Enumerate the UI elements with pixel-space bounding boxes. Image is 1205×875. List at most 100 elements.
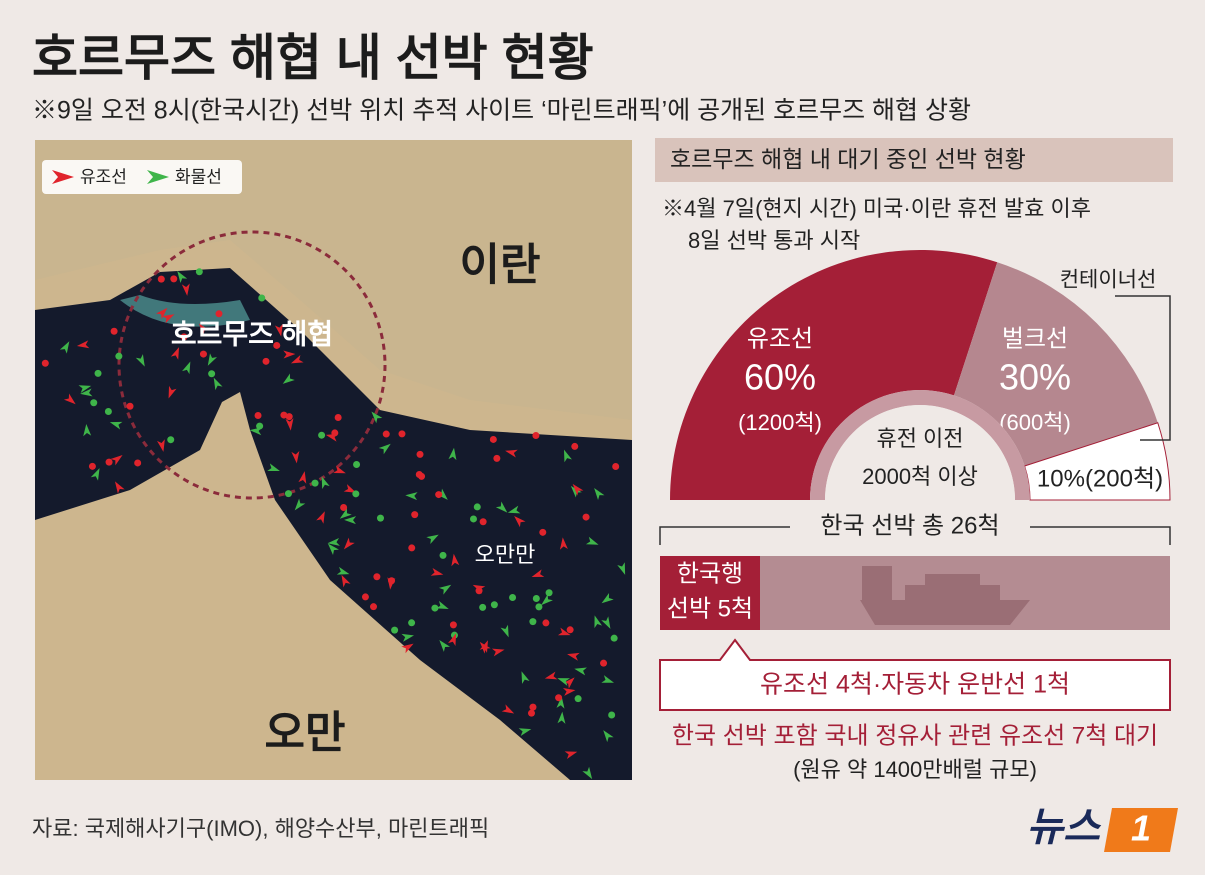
ship (571, 442, 579, 450)
ship (601, 616, 611, 629)
ship (333, 465, 346, 474)
ship (177, 270, 188, 284)
ship (94, 369, 102, 377)
ship (557, 627, 571, 636)
ship (249, 427, 262, 436)
legend-label: 화물선 (175, 167, 222, 186)
ship (401, 633, 415, 642)
iran-land (35, 140, 632, 420)
ship (521, 671, 530, 684)
ship (134, 459, 142, 467)
ship (180, 333, 188, 341)
ship (493, 454, 501, 462)
ship (439, 584, 452, 595)
ship (325, 433, 339, 442)
segment-count: (600척) (999, 410, 1071, 435)
semi-donut: 유조선 60% (1200척) 벌크선 30% (600척) 컨테이너선 10%(200척) (670, 249, 1171, 501)
ship (370, 603, 378, 611)
ship (181, 283, 190, 296)
ship (564, 751, 578, 760)
ship (105, 458, 113, 466)
map-label: 오만만 (475, 542, 536, 567)
ship (311, 479, 319, 487)
ship (110, 454, 123, 466)
ship (527, 709, 535, 717)
ship (110, 327, 118, 335)
ship (490, 601, 498, 609)
ship (104, 408, 112, 416)
ship (436, 600, 449, 610)
ship (208, 370, 216, 378)
ship (88, 462, 96, 470)
ship (168, 385, 177, 399)
ship (274, 323, 283, 337)
ship-icon (860, 566, 1030, 625)
ship (401, 643, 414, 654)
ship (280, 411, 288, 419)
ship (199, 350, 207, 358)
ship (439, 551, 447, 559)
ship (398, 430, 406, 438)
ship (469, 515, 477, 523)
ship (507, 505, 521, 514)
ship (334, 413, 342, 421)
ship (439, 640, 451, 652)
ship (411, 511, 419, 519)
logo-mark: 1 (1131, 808, 1151, 849)
ship (387, 577, 396, 590)
ship (343, 537, 355, 550)
panel-heading-box (655, 138, 1173, 182)
segment-name: 컨테이너선 (1060, 269, 1157, 292)
ship (416, 450, 424, 458)
ship (213, 377, 223, 391)
ship (341, 574, 351, 588)
bracket (1030, 526, 1171, 545)
strait-circle (117, 230, 387, 500)
ship (572, 483, 584, 496)
ship (610, 634, 618, 642)
ship (542, 619, 550, 627)
ship (340, 503, 348, 511)
ship (267, 463, 280, 472)
ship (273, 341, 281, 349)
ship (258, 294, 266, 302)
ship (282, 373, 295, 384)
ship (373, 573, 381, 581)
ship (501, 704, 515, 714)
ship (556, 696, 565, 709)
ship (479, 603, 487, 611)
sea (35, 268, 632, 780)
ship (63, 393, 76, 405)
ship (514, 515, 526, 528)
ship (544, 671, 558, 680)
ship (545, 589, 553, 597)
center-label: 2000척 이상 (862, 464, 978, 489)
ship (343, 484, 357, 493)
ship (336, 566, 350, 575)
footnote: (원유 약 1400만배럴 규모) (793, 757, 1037, 782)
ship (594, 615, 603, 629)
ship (115, 352, 123, 360)
ship (448, 447, 457, 461)
ship (290, 354, 304, 364)
ship (294, 498, 306, 511)
ship (431, 604, 439, 612)
ship (594, 487, 605, 500)
logo-text: 뉴스 (1026, 806, 1102, 850)
ship (541, 594, 553, 606)
logo-mark-bg (1104, 808, 1178, 852)
ship (161, 314, 175, 324)
ship (198, 323, 210, 336)
ship (495, 501, 508, 513)
ship (382, 430, 390, 438)
ship (78, 385, 92, 394)
ship (285, 418, 294, 431)
ship (529, 703, 537, 711)
ship (339, 508, 352, 519)
ship (539, 528, 547, 536)
ship (557, 711, 566, 724)
ship (207, 353, 218, 366)
ship (170, 347, 180, 360)
ship (532, 595, 540, 603)
